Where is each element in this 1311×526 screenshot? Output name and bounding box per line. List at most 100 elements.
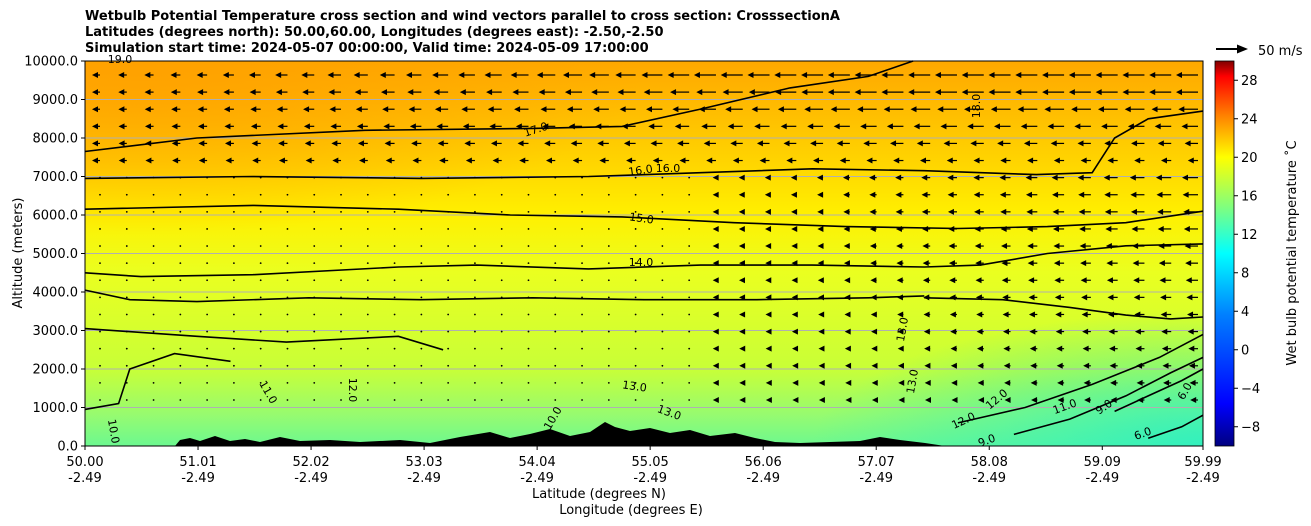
wind-vector-head — [924, 397, 931, 403]
wind-vector-head — [1134, 328, 1141, 335]
wind-vector — [1109, 362, 1118, 369]
wind-vector — [634, 347, 637, 350]
wind-vector — [500, 245, 503, 247]
wind-vector-dot — [125, 347, 128, 350]
wind-vector — [152, 330, 155, 333]
wind-vector — [634, 330, 637, 333]
wind-vector-head — [1185, 277, 1192, 284]
wind-vector-head — [1188, 362, 1195, 369]
wind-vector-head — [385, 157, 392, 164]
wind-vector — [222, 72, 234, 78]
wind-vector — [869, 208, 877, 215]
wind-vector-dot — [474, 399, 476, 401]
wind-vector-dot — [661, 228, 664, 230]
wind-vector-dot — [340, 399, 342, 401]
wind-vector — [152, 193, 155, 196]
wind-vector-dot — [500, 245, 503, 247]
wind-vector-head — [118, 140, 125, 147]
wind-vector — [581, 262, 583, 265]
wind-vector — [712, 345, 719, 352]
wind-vector-dot — [688, 279, 691, 282]
wind-vector-head — [465, 157, 472, 164]
wind-vector-dot — [99, 364, 101, 367]
wind-vector — [223, 106, 234, 113]
wind-vector-dot — [581, 313, 583, 316]
wind-vector-dot — [581, 228, 583, 230]
wind-vector — [393, 381, 396, 384]
wind-vector — [1071, 106, 1091, 113]
wind-vector — [634, 313, 637, 316]
wind-vector — [652, 157, 663, 164]
wind-vector — [393, 364, 396, 367]
wind-vector — [233, 347, 235, 350]
wind-vector — [893, 157, 904, 164]
wind-vector — [950, 362, 957, 369]
wind-vector — [286, 330, 289, 333]
wind-vector-head — [999, 174, 1006, 181]
wind-vector — [275, 89, 288, 96]
x-tick-label-lat: 59.99 — [1184, 455, 1221, 470]
wind-vector — [786, 157, 797, 164]
wind-vector — [908, 89, 931, 96]
wind-vector-dot — [313, 228, 316, 230]
wind-vector — [393, 347, 396, 350]
wind-vector-dot — [286, 262, 289, 265]
wind-vector-dot — [233, 330, 235, 333]
wind-vector — [922, 243, 931, 250]
wind-vector — [634, 176, 637, 179]
wind-vector-head — [1160, 311, 1167, 318]
wind-vector — [233, 364, 235, 367]
wind-vector — [420, 262, 423, 265]
wind-vector — [973, 174, 984, 181]
wind-vector-head — [756, 140, 763, 147]
wind-vector-head — [786, 157, 793, 164]
wind-vector-head — [791, 225, 798, 232]
wind-vector-dot — [340, 279, 342, 282]
wind-vector — [340, 347, 342, 350]
wind-vector-dot — [152, 296, 155, 299]
wind-vector-dot — [500, 210, 503, 213]
wind-vector — [566, 106, 583, 113]
wind-vector-dot — [527, 262, 530, 265]
wind-vector-dot — [607, 245, 610, 247]
wind-vector — [286, 228, 289, 230]
wind-vector — [607, 381, 610, 384]
wind-vector-dot — [500, 330, 503, 333]
wind-vector-head — [1155, 174, 1162, 181]
wind-vector — [332, 157, 342, 164]
wind-vector-head — [940, 123, 947, 130]
wind-vector-head — [818, 362, 825, 369]
wind-vector-head — [1001, 277, 1008, 284]
wind-vector-head — [947, 208, 954, 215]
wind-vector — [171, 140, 181, 147]
wind-vector — [792, 345, 799, 352]
wind-vector-head — [990, 106, 997, 113]
wind-vector-dot — [233, 228, 235, 230]
wind-vector-head — [1027, 243, 1034, 250]
wind-vector — [206, 313, 209, 316]
wind-vector-head — [1154, 123, 1161, 130]
wind-vector — [420, 330, 423, 333]
wind-vector-head — [1003, 362, 1010, 369]
wind-vector — [1028, 294, 1038, 301]
wind-vector-head — [1004, 379, 1011, 386]
wind-vector — [1002, 311, 1011, 318]
wind-vector — [152, 279, 155, 282]
wind-vector — [500, 399, 503, 401]
wind-vector-dot — [607, 262, 610, 265]
wind-vector-dot — [634, 279, 637, 282]
wind-vector — [661, 296, 664, 299]
wind-vector-head — [751, 106, 758, 113]
wind-vector-head — [919, 157, 926, 164]
wind-vector-dot — [313, 262, 316, 265]
wind-vector — [661, 262, 664, 265]
wind-vector — [1133, 277, 1145, 284]
wind-vector-head — [774, 72, 781, 78]
wind-vector — [748, 89, 770, 96]
wind-vector — [607, 399, 610, 401]
wind-vector — [607, 347, 610, 350]
wind-vector-dot — [125, 279, 128, 282]
wind-vector — [331, 140, 342, 147]
wind-vector-dot — [393, 347, 396, 350]
wind-vector — [92, 123, 100, 130]
